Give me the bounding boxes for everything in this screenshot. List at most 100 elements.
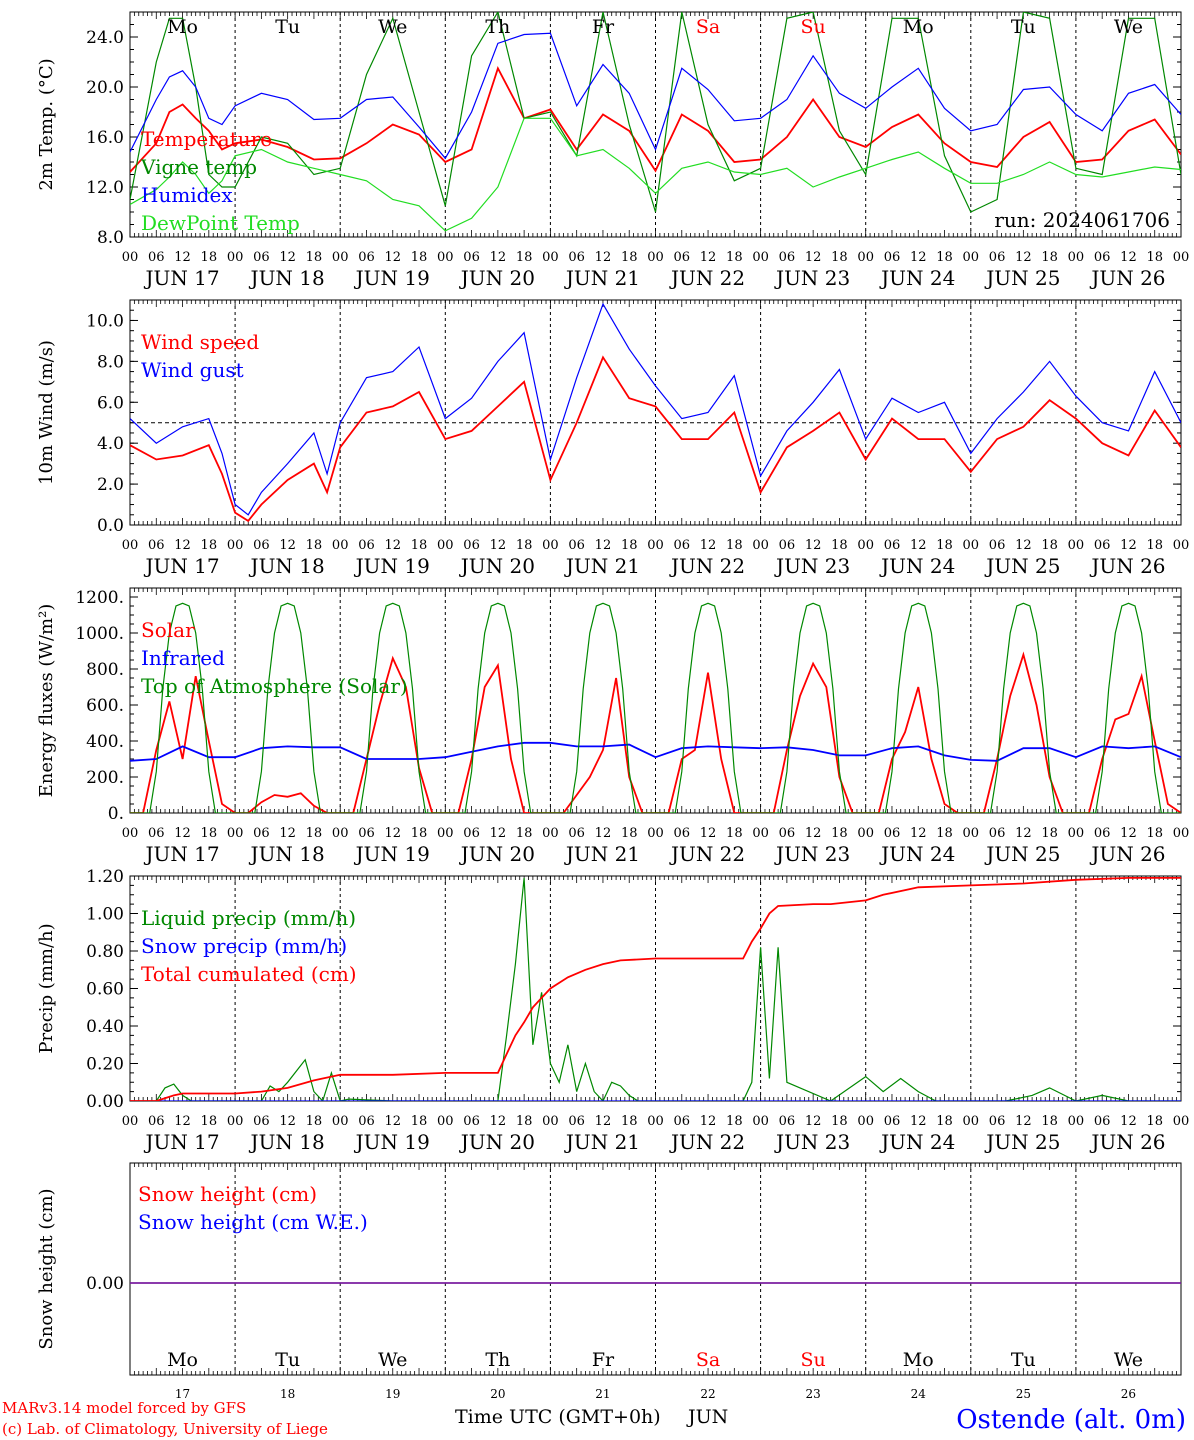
hour-label: 18 <box>411 250 428 265</box>
day-number: 23 <box>806 1387 821 1401</box>
hour-label: 12 <box>910 826 927 841</box>
date-label: JUN 25 <box>984 266 1060 290</box>
hour-label: 12 <box>490 826 507 841</box>
y-tick-label: 400. <box>86 732 124 752</box>
hour-label: 06 <box>779 538 796 553</box>
hour-label: 00 <box>963 538 980 553</box>
hour-label: 00 <box>1068 538 1085 553</box>
hour-label: 18 <box>411 1114 428 1129</box>
legend-entry: Total cumulated (cm) <box>141 962 357 986</box>
date-label: JUN 21 <box>564 554 640 578</box>
hour-label: 06 <box>148 538 165 553</box>
hour-label: 12 <box>490 1114 507 1129</box>
panel-2: 0.0 2.0 4.0 6.0 8.0 10.0 10m Wind (m/s) Wind sp… <box>36 299 1189 578</box>
hour-label: 18 <box>831 1114 848 1129</box>
hour-label: 12 <box>490 250 507 265</box>
hour-label: 18 <box>306 1114 323 1129</box>
date-label: JUN 21 <box>564 266 640 290</box>
hour-label: 12 <box>595 1114 612 1129</box>
hour-label: 12 <box>700 826 717 841</box>
hour-label: 18 <box>1041 826 1058 841</box>
hour-label: 06 <box>779 826 796 841</box>
hour-label: 00 <box>857 1114 874 1129</box>
hour-label: 00 <box>647 250 664 265</box>
date-label: JUN 17 <box>143 554 219 578</box>
y-tick-label: 200. <box>86 768 124 788</box>
date-label: JUN 20 <box>459 554 535 578</box>
hour-label: 06 <box>989 826 1006 841</box>
hour-label: 06 <box>463 1114 480 1129</box>
legend-entry: Wind gust <box>141 358 244 382</box>
hour-label: 18 <box>726 1114 743 1129</box>
hour-label: 00 <box>1173 1114 1190 1129</box>
legend-entry: Humidex <box>141 183 233 207</box>
hour-label: 06 <box>358 1114 375 1129</box>
hour-label: 00 <box>752 538 769 553</box>
date-label: JUN 23 <box>774 1130 850 1154</box>
hour-label: 18 <box>621 250 638 265</box>
legend-entry: Snow precip (mm/h) <box>141 934 347 958</box>
hour-label: 12 <box>700 250 717 265</box>
hour-label: 00 <box>542 1114 559 1129</box>
hour-label: 18 <box>1146 250 1163 265</box>
hour-label: 18 <box>726 826 743 841</box>
y-tick-label: 12.0 <box>86 178 124 198</box>
series-line-solar <box>130 651 1181 813</box>
series-line-vigne-temp <box>130 12 1181 213</box>
date-label: JUN 26 <box>1089 554 1165 578</box>
panel-1: 8.0 12.0 16.0 20.0 24.0 2m Temp. (°C) Temperat… <box>36 11 1189 290</box>
y-tick-label: 0.00 <box>86 1092 124 1112</box>
hour-label: 06 <box>463 538 480 553</box>
date-label: JUN 19 <box>354 842 430 866</box>
hour-label: 00 <box>437 538 454 553</box>
date-label: JUN 17 <box>143 842 219 866</box>
hour-label: 18 <box>1041 250 1058 265</box>
day-number: 20 <box>490 1387 505 1401</box>
hour-label: 12 <box>805 1114 822 1129</box>
series-line-liquid-precip-mm-h- <box>130 877 1181 1101</box>
date-label: JUN 23 <box>774 842 850 866</box>
y-tick-label: 0.80 <box>86 942 124 962</box>
date-label: JUN 20 <box>459 266 535 290</box>
series-line-total-cumulated-cm- <box>130 877 1181 1101</box>
hour-label: 06 <box>568 826 585 841</box>
series-line-dewpoint-temp <box>130 117 1181 232</box>
hour-label: 00 <box>1068 250 1085 265</box>
hour-label: 00 <box>227 538 244 553</box>
hour-label: 12 <box>384 538 401 553</box>
weekday-label: Mo <box>903 16 934 38</box>
hour-label: 00 <box>857 826 874 841</box>
hour-label: 12 <box>279 826 296 841</box>
date-label: JUN 19 <box>354 266 430 290</box>
series-group <box>130 877 1181 1101</box>
day-number: 19 <box>385 1387 400 1401</box>
hour-label: 12 <box>384 826 401 841</box>
date-label: JUN 20 <box>459 842 535 866</box>
hour-label: 00 <box>647 538 664 553</box>
hour-label: 18 <box>201 538 218 553</box>
weekday-label: Tu <box>275 1349 300 1371</box>
hour-label: 06 <box>674 250 691 265</box>
hour-label: 12 <box>910 250 927 265</box>
hour-label: 06 <box>1094 538 1111 553</box>
date-label: JUN 24 <box>879 266 955 290</box>
weekday-label: Su <box>801 1349 826 1371</box>
hour-label: 00 <box>122 1114 139 1129</box>
date-label: JUN 24 <box>879 554 955 578</box>
hour-label: 00 <box>437 250 454 265</box>
hour-label: 06 <box>358 250 375 265</box>
weekday-label: We <box>1114 1349 1143 1371</box>
hour-label: 06 <box>148 250 165 265</box>
hour-label: 00 <box>332 1114 349 1129</box>
hour-label: 12 <box>279 250 296 265</box>
hour-label: 12 <box>595 538 612 553</box>
weekday-label: We <box>378 16 407 38</box>
hour-label: 00 <box>752 250 769 265</box>
hour-label: 18 <box>1146 1114 1163 1129</box>
hour-label: 18 <box>936 1114 953 1129</box>
series-line-temperature <box>130 65 1181 173</box>
plot-frame <box>129 11 1182 238</box>
weekday-label: Sa <box>696 1349 720 1371</box>
hour-label: 12 <box>700 1114 717 1129</box>
y-tick-label: 0.40 <box>86 1017 124 1037</box>
